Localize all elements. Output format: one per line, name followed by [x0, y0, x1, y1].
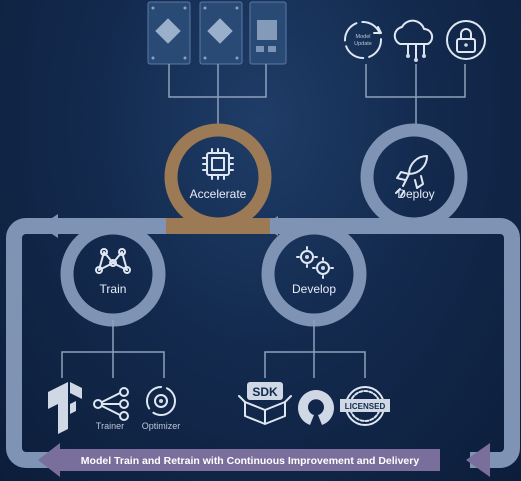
- optimizer-gear-icon: [146, 386, 176, 416]
- stage-label-develop: Develop: [292, 282, 336, 296]
- arrow-left-icon: [40, 214, 58, 238]
- cpu-chip-icon: [202, 148, 234, 180]
- open-source-icon: [298, 390, 335, 425]
- arrow-left-icon: [466, 443, 490, 477]
- train-connectors: [61, 320, 165, 378]
- deploy-icons: Model Update: [344, 19, 486, 62]
- stage-develop: Develop: [261, 221, 367, 327]
- stage-label-deploy: Deploy: [397, 187, 434, 201]
- trainer-label: Trainer: [96, 421, 124, 431]
- stage-label-train: Train: [100, 282, 127, 296]
- banner-text: Model Train and Retrain with Continuous …: [81, 455, 420, 467]
- neural-network-icon: [95, 248, 131, 274]
- arrow-left-icon: [38, 443, 60, 477]
- share-nodes-icon: [93, 387, 129, 421]
- licensed-badge-icon: LICENSED: [340, 386, 390, 426]
- hardware-board-icon: [199, 1, 243, 65]
- hardware-board-icon: [147, 1, 191, 65]
- model-update-label-1: Model: [356, 34, 371, 40]
- hardware-boards: [147, 1, 287, 65]
- cloud-network-icon: [393, 19, 434, 62]
- train-tools: Trainer Optimizer: [48, 382, 180, 434]
- stage-accelerate: Accelerate: [164, 123, 272, 234]
- continuous-delivery-banner: Model Train and Retrain with Continuous …: [38, 443, 490, 477]
- optimizer-label: Optimizer: [142, 421, 181, 431]
- accelerate-connectors: [168, 64, 267, 128]
- deploy-connectors: [365, 64, 466, 128]
- stage-train: Train: [60, 221, 166, 327]
- rocket-icon: [395, 155, 428, 197]
- develop-connectors: [264, 320, 366, 378]
- model-update-label-2: Update: [354, 41, 372, 47]
- develop-tools: SDK LICENSED: [238, 382, 390, 426]
- lock-icon: [446, 20, 486, 60]
- stage-label-accelerate: Accelerate: [190, 187, 247, 201]
- sdk-label: SDK: [252, 385, 278, 399]
- model-update-icon: Model Update: [344, 21, 382, 59]
- licensed-label: LICENSED: [345, 402, 386, 411]
- gears-icon: [296, 246, 334, 279]
- tensorflow-icon: [48, 382, 82, 434]
- sdk-box-icon: SDK: [238, 382, 292, 425]
- hardware-board-icon: [249, 1, 287, 65]
- stage-deploy: Deploy: [360, 123, 468, 234]
